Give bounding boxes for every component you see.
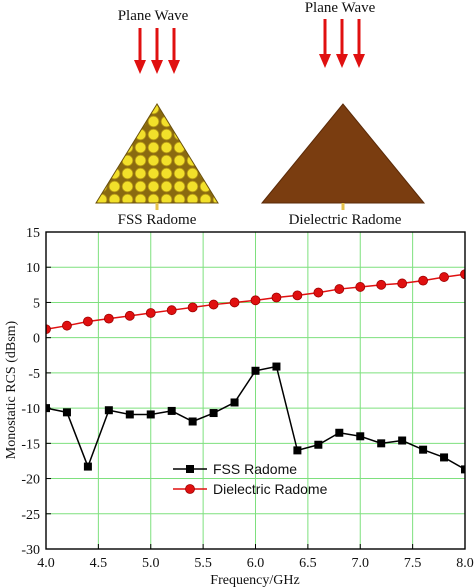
data-point-fss-radome [146,410,155,419]
data-point-fss-radome [104,406,113,415]
data-point-dielectric-radome [208,299,219,310]
y-tick-label: -30 [21,543,40,558]
y-tick-label: -5 [28,367,40,382]
data-point-dielectric-radome [292,290,303,301]
legend-item-dielectric: Dielectric Radome [173,481,328,497]
dielectric-arrowhead-2 [336,54,348,68]
data-point-fss-radome [230,398,239,407]
rcs-chart: 4.0 4.5 5.0 5.5 6.0 6.5 7.0 7.5 8.0 15 10 5 0 -5 -10 -1… [4,226,474,588]
fss-feed [155,203,159,210]
dielectric-feed [341,203,345,210]
data-point-fss-radome [293,446,302,455]
data-point-dielectric-radome [250,295,261,306]
data-point-fss-radome [272,362,281,371]
data-point-dielectric-radome [124,310,135,321]
legend-label-fss: FSS Radome [213,461,297,477]
y-tick-label: 5 [33,296,40,311]
legend: FSS Radome Dielectric Radome [173,461,328,497]
y-tick-label: -25 [21,508,40,523]
data-point-fss-radome [314,440,323,449]
data-point-dielectric-radome [166,305,177,316]
x-tick-label: 5.0 [142,556,160,571]
data-point-dielectric-radome [313,287,324,298]
x-axis-label: Frequency/GHz [210,573,299,588]
data-point-dielectric-radome [418,275,429,286]
fss-radome-cone [95,103,219,204]
data-point-fss-radome [461,465,465,474]
data-point-dielectric-radome [103,313,114,324]
x-tick-label: 8.0 [456,556,474,571]
data-point-dielectric-radome [439,272,449,282]
fss-illustration: Plane Wave FSS Radome [95,8,219,228]
y-axis-label: Monostatic RCS (dBsm) [4,320,19,459]
x-tick-label: 4.0 [37,556,55,571]
x-tick-label: 6.5 [299,556,317,571]
data-point-fss-radome [377,439,386,448]
dielectric-wave-arrows [319,19,365,68]
x-tick-label: 4.5 [90,556,108,571]
legend-item-fss: FSS Radome [173,461,297,477]
y-tick-label: 0 [33,332,40,347]
data-point-dielectric-radome [46,324,51,335]
legend-marker-dielectric [185,484,195,494]
dielectric-illustration: Plane Wave Dielectric Radome [260,0,426,228]
x-tick-label: 6.0 [247,556,265,571]
fss-plane-wave-label: Plane Wave [118,8,189,24]
dielectric-arrowhead-3 [353,54,365,68]
data-point-fss-radome [356,432,365,441]
data-point-fss-radome [188,417,197,426]
y-tick-label: 15 [26,226,40,241]
y-tick-label: -15 [21,437,40,452]
fss-wave-arrows [134,28,180,74]
data-point-dielectric-radome [397,278,408,289]
data-point-fss-radome [440,453,449,462]
fss-arrowhead-1 [134,60,146,74]
dielectric-radome-cone [260,103,426,204]
data-point-dielectric-radome [355,282,366,292]
data-point-dielectric-radome [62,320,72,331]
x-tick-label: 5.5 [194,556,212,571]
chart-ticks: 4.0 4.5 5.0 5.5 6.0 6.5 7.0 7.5 8.0 15 10 5 0 -5 -10 -1… [21,226,473,571]
data-point-fss-radome [335,428,344,437]
data-point-fss-radome [251,366,260,375]
data-point-dielectric-radome [271,292,282,303]
y-tick-label: 10 [26,261,40,276]
data-point-dielectric-radome [187,302,198,313]
data-point-dielectric-radome [229,297,240,308]
data-point-dielectric-radome [145,308,156,318]
data-point-fss-radome [62,408,71,417]
data-point-fss-radome [398,436,407,445]
dielectric-radome-label: Dielectric Radome [289,212,402,228]
y-tick-label: -10 [21,402,40,417]
data-point-dielectric-radome [83,316,93,327]
data-point-fss-radome [125,410,134,419]
data-point-dielectric-radome [334,284,345,294]
fss-arrowhead-3 [168,60,180,74]
legend-marker-fss [186,465,194,473]
data-point-fss-radome [167,406,176,415]
fss-arrowhead-2 [151,60,163,74]
data-point-dielectric-radome [376,279,387,290]
x-tick-label: 7.0 [352,556,370,571]
data-point-dielectric-radome [460,269,465,280]
chart-series [46,269,465,474]
dielectric-plane-wave-label: Plane Wave [305,0,376,16]
legend-label-dielectric: Dielectric Radome [213,481,328,497]
data-point-fss-radome [419,445,428,454]
y-tick-label: -20 [21,473,40,488]
data-point-fss-radome [83,462,92,471]
data-point-fss-radome [209,409,218,418]
dielectric-arrowhead-1 [319,54,331,68]
x-tick-label: 7.5 [404,556,422,571]
fss-radome-label: FSS Radome [118,212,197,228]
